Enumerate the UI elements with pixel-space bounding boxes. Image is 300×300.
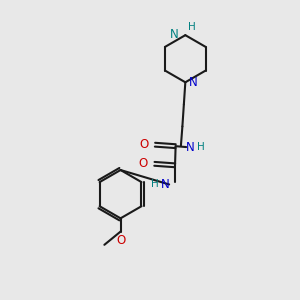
Text: H: H	[151, 179, 159, 190]
Text: N: N	[186, 141, 195, 154]
Text: H: H	[188, 22, 195, 32]
Text: O: O	[139, 138, 148, 151]
Text: N: N	[189, 76, 198, 89]
Text: N: N	[170, 28, 179, 41]
Text: O: O	[139, 157, 148, 170]
Text: H: H	[197, 142, 205, 152]
Text: N: N	[160, 178, 169, 191]
Text: O: O	[116, 234, 125, 247]
